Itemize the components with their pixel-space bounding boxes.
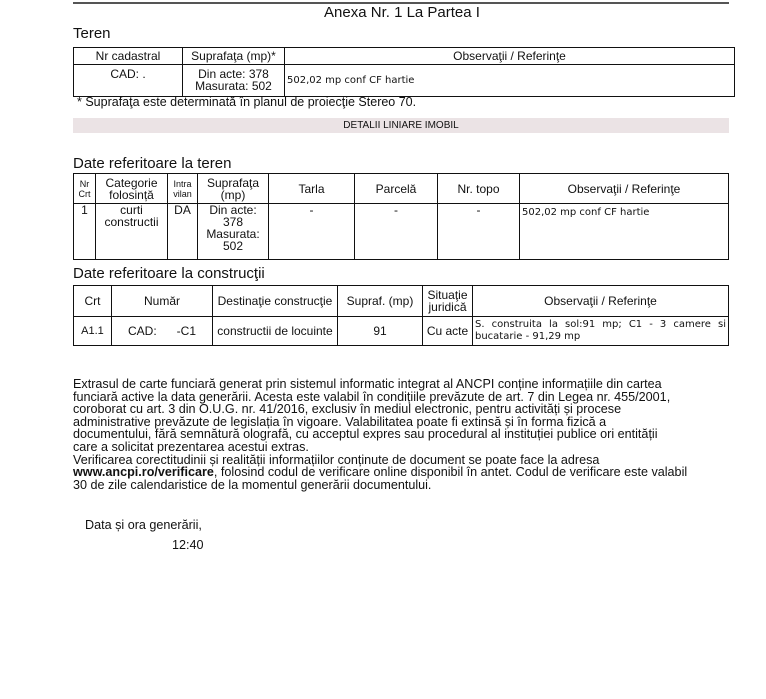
col-parcela: Parcelă bbox=[354, 173, 438, 204]
cell-destinatie: constructii de locuinte bbox=[212, 316, 338, 346]
col-tarla: Tarla bbox=[268, 173, 355, 204]
date-teren-heading: Date referitoare la teren bbox=[73, 155, 232, 172]
teren-table: Nr cadastral Suprafaţa (mp)* Observaţii … bbox=[73, 47, 735, 97]
paragraph-line: documentului, fără semnătură olografă, c… bbox=[73, 427, 658, 442]
cell-categorie: curti constructii bbox=[95, 203, 168, 260]
col-supraf: Supraf. (mp) bbox=[337, 285, 423, 317]
col-nr-topo: Nr. topo bbox=[437, 173, 520, 204]
paragraph-line: coroborat cu art. 3 din O.U.G. nr. 41/20… bbox=[73, 402, 622, 417]
col-suprafata: Suprafaţa (mp)* bbox=[182, 47, 285, 65]
cell-obs: 502,02 mp conf CF hartie bbox=[284, 64, 735, 97]
col-observatii: Observaţii / Referinţe bbox=[519, 173, 729, 204]
paragraph-line: Verificarea corectitudinii și realității… bbox=[73, 452, 600, 467]
cell-situatie: Cu acte bbox=[422, 316, 473, 346]
cell-parcela: - bbox=[354, 203, 438, 260]
table-row: 1 curti constructii DA Din acte: 378 Mas… bbox=[73, 203, 729, 260]
date-teren-table: Nr Crt Categorie folosință Intra vilan S… bbox=[73, 173, 729, 260]
teren-heading: Teren bbox=[73, 25, 111, 42]
col-suprafata: Suprafaţa (mp) bbox=[197, 173, 269, 204]
col-crt: Crt bbox=[73, 285, 112, 317]
legal-paragraph: Extrasul de carte funciară generat prin … bbox=[73, 378, 753, 491]
cell-intravilan: DA bbox=[167, 203, 198, 260]
col-situatie: Situaţie juridică bbox=[422, 285, 473, 317]
cell-acte: Din acte: 378 bbox=[198, 67, 269, 81]
generated-time: 12:40 bbox=[172, 538, 204, 552]
cell-nr-topo: - bbox=[437, 203, 520, 260]
col-nr-cadastral: Nr cadastral bbox=[73, 47, 183, 65]
generated-label: Data și ora generării, bbox=[85, 518, 202, 532]
col-observatii: Observaţii / Referinţe bbox=[284, 47, 735, 65]
paragraph-line: Extrasul de carte funciară generat prin … bbox=[73, 377, 662, 391]
footnote: * Suprafaţa este determinată în planul d… bbox=[77, 95, 417, 109]
cell-obs: 502,02 mp conf CF hartie bbox=[519, 203, 729, 260]
date-constructii-heading: Date referitoare la construcţii bbox=[73, 265, 265, 282]
cell-obs: S. construita la sol:91 mp; C1 - 3 camer… bbox=[472, 316, 729, 346]
paragraph-line: , folosind codul de verificare online di… bbox=[213, 465, 688, 480]
cell-supraf: 91 bbox=[337, 316, 423, 346]
col-numar: Număr bbox=[111, 285, 213, 317]
table-row: CAD: . Din acte: 378 Masurata: 502 502,02… bbox=[73, 64, 735, 97]
table-row: A1.1 CAD: -C1 constructii de locuinte 91… bbox=[73, 316, 729, 346]
col-destinatie: Destinaţie construcţie bbox=[212, 285, 338, 317]
paragraph-line: 30 de zile calendaristice de la momentul… bbox=[73, 477, 432, 492]
date-constructii-table: Crt Număr Destinaţie construcţie Supraf.… bbox=[73, 285, 729, 346]
cell-numar: CAD: -C1 bbox=[111, 316, 213, 346]
cell-nr: 1 bbox=[73, 203, 96, 260]
section-bar: DETALII LINIARE IMOBIL bbox=[73, 118, 729, 133]
cell-cad: CAD: . bbox=[73, 64, 183, 97]
cell-crt: A1.1 bbox=[73, 316, 112, 346]
col-nr-crt: Nr Crt bbox=[73, 173, 96, 204]
cell-tarla: - bbox=[268, 203, 355, 260]
cell-suprafata: Din acte: 378 Masurata: 502 bbox=[197, 203, 269, 260]
col-categorie: Categorie folosință bbox=[95, 173, 168, 204]
paragraph-line: funciară active la data generării. Acest… bbox=[73, 389, 671, 404]
paragraph-line: administrative prevăzute de legislația î… bbox=[73, 414, 607, 429]
col-observatii: Observaţii / Referinţe bbox=[472, 285, 729, 317]
verification-link[interactable]: www.ancpi.ro/verificare bbox=[73, 465, 214, 480]
page-title: Anexa Nr. 1 La Partea I bbox=[324, 4, 480, 21]
paragraph-line: care a solicitat prezentarea acestui ext… bbox=[73, 439, 309, 454]
cell-masurata: Masurata: 502 bbox=[195, 79, 272, 93]
top-divider bbox=[73, 2, 729, 4]
col-intravilan: Intra vilan bbox=[167, 173, 198, 204]
